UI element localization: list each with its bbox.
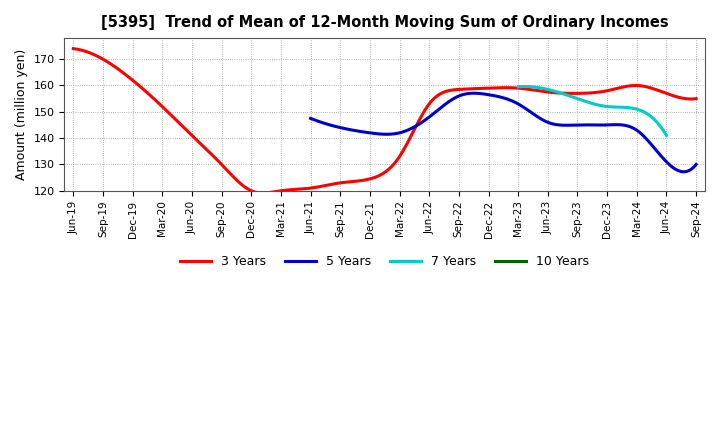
5 Years bbox=[470, 91, 479, 96]
Title: [5395]  Trend of Mean of 12-Month Moving Sum of Ordinary Incomes: [5395] Trend of Mean of 12-Month Moving … bbox=[101, 15, 668, 30]
7 Years bbox=[603, 104, 611, 109]
Line: 7 Years: 7 Years bbox=[518, 87, 667, 136]
7 Years bbox=[639, 109, 648, 114]
5 Years bbox=[307, 116, 316, 121]
7 Years bbox=[514, 84, 523, 89]
3 Years bbox=[69, 46, 78, 51]
Y-axis label: Amount (million yen): Amount (million yen) bbox=[15, 49, 28, 180]
7 Years bbox=[514, 84, 523, 89]
3 Years bbox=[636, 83, 644, 88]
7 Years bbox=[602, 104, 611, 109]
7 Years bbox=[649, 116, 657, 121]
7 Years bbox=[662, 133, 671, 138]
5 Years bbox=[536, 116, 544, 121]
Legend: 3 Years, 5 Years, 7 Years, 10 Years: 3 Years, 5 Years, 7 Years, 10 Years bbox=[175, 250, 595, 273]
3 Years bbox=[440, 89, 449, 95]
5 Years bbox=[692, 162, 701, 167]
5 Years bbox=[306, 116, 315, 121]
3 Years bbox=[258, 191, 267, 196]
5 Years bbox=[632, 128, 641, 133]
3 Years bbox=[596, 89, 605, 95]
3 Years bbox=[442, 89, 451, 94]
7 Years bbox=[521, 84, 529, 89]
5 Years bbox=[657, 154, 665, 159]
3 Years bbox=[71, 46, 80, 51]
5 Years bbox=[544, 120, 552, 125]
7 Years bbox=[605, 104, 613, 110]
Line: 3 Years: 3 Years bbox=[73, 49, 696, 193]
5 Years bbox=[679, 169, 688, 174]
3 Years bbox=[692, 96, 701, 101]
5 Years bbox=[537, 117, 546, 122]
3 Years bbox=[452, 87, 461, 92]
Line: 5 Years: 5 Years bbox=[310, 93, 696, 172]
